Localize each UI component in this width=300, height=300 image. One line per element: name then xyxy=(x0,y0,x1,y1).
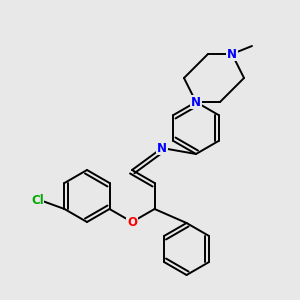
Text: N: N xyxy=(191,95,201,109)
Text: Cl: Cl xyxy=(31,194,44,208)
Text: O: O xyxy=(127,215,137,229)
Text: N: N xyxy=(157,142,167,154)
Text: N: N xyxy=(227,47,237,61)
